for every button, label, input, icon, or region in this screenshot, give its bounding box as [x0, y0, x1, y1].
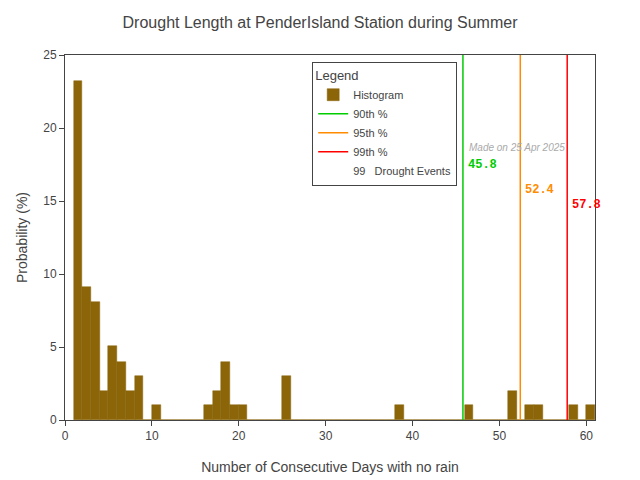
- svg-text:25: 25: [43, 48, 57, 62]
- svg-text:Legend: Legend: [315, 68, 358, 83]
- svg-text:Number of Consecutive Days wit: Number of Consecutive Days with no rain: [201, 459, 459, 475]
- svg-text:95th %: 95th %: [353, 127, 387, 139]
- svg-text:10: 10: [43, 267, 57, 281]
- svg-text:Probability (%): Probability (%): [14, 192, 30, 283]
- svg-text:Made on 25 Apr 2025: Made on 25 Apr 2025: [469, 142, 565, 153]
- svg-text:5: 5: [50, 340, 57, 354]
- svg-text:90th %: 90th %: [353, 108, 387, 120]
- svg-text:0: 0: [50, 413, 57, 427]
- svg-text:57.8: 57.8: [572, 198, 601, 212]
- svg-text:99 Drought Events: 99 Drought Events: [353, 165, 451, 177]
- svg-text:60: 60: [580, 429, 594, 443]
- svg-text:50: 50: [493, 429, 507, 443]
- svg-text:15: 15: [43, 194, 57, 208]
- svg-text:20: 20: [232, 429, 246, 443]
- svg-text:52.4: 52.4: [525, 183, 554, 197]
- svg-text:Histogram: Histogram: [353, 89, 403, 101]
- svg-text:40: 40: [406, 429, 420, 443]
- svg-text:99th %: 99th %: [353, 146, 387, 158]
- svg-text:10: 10: [145, 429, 159, 443]
- svg-text:Drought Length at PenderIsland: Drought Length at PenderIsland Station d…: [123, 14, 519, 31]
- svg-text:45.8: 45.8: [468, 158, 497, 172]
- svg-text:20: 20: [43, 121, 57, 135]
- svg-text:30: 30: [319, 429, 333, 443]
- svg-text:0: 0: [62, 429, 69, 443]
